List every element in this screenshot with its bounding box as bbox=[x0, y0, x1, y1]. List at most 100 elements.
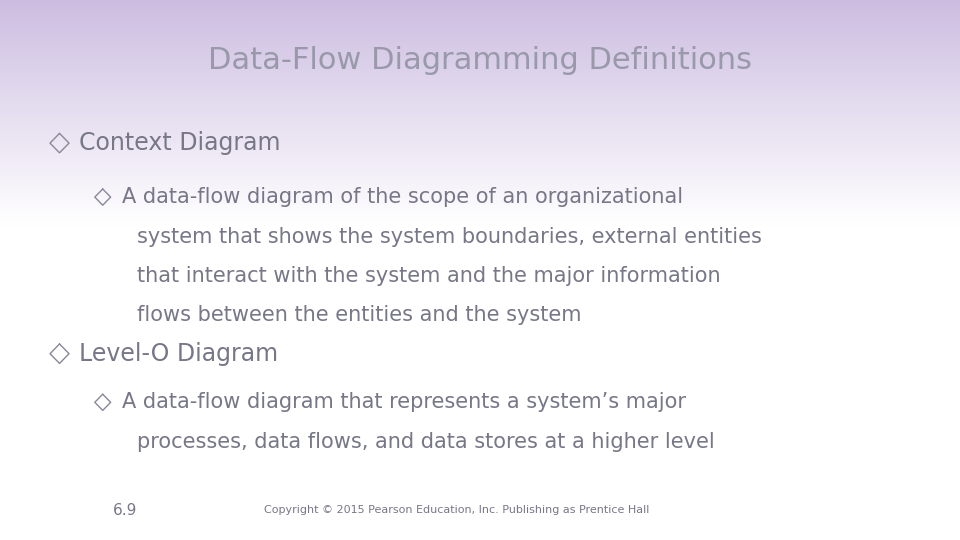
Bar bbox=[0, 99, 960, 100]
Bar bbox=[0, 70, 960, 71]
Bar bbox=[0, 134, 960, 135]
Bar bbox=[0, 38, 960, 40]
Bar bbox=[0, 82, 960, 83]
Bar bbox=[0, 181, 960, 183]
Bar bbox=[0, 89, 960, 90]
Text: flows between the entities and the system: flows between the entities and the syste… bbox=[137, 305, 582, 326]
Bar bbox=[0, 187, 960, 188]
Bar bbox=[0, 56, 960, 57]
Bar bbox=[0, 139, 960, 140]
Bar bbox=[0, 170, 960, 171]
Bar bbox=[0, 112, 960, 113]
Bar bbox=[0, 83, 960, 84]
Bar bbox=[0, 219, 960, 220]
Bar bbox=[0, 217, 960, 218]
Bar bbox=[0, 36, 960, 37]
Bar bbox=[0, 46, 960, 48]
Bar bbox=[0, 221, 960, 222]
Bar bbox=[0, 167, 960, 168]
Bar bbox=[0, 86, 960, 87]
Bar bbox=[0, 33, 960, 34]
Bar bbox=[0, 22, 960, 23]
Bar bbox=[0, 118, 960, 119]
Bar bbox=[0, 106, 960, 108]
Bar bbox=[0, 78, 960, 79]
Bar bbox=[0, 191, 960, 192]
Bar bbox=[0, 158, 960, 159]
Bar bbox=[0, 116, 960, 117]
Bar bbox=[0, 35, 960, 36]
Bar bbox=[0, 84, 960, 85]
Bar bbox=[0, 196, 960, 197]
Bar bbox=[0, 222, 960, 224]
Bar bbox=[0, 9, 960, 10]
Bar bbox=[0, 1, 960, 2]
Bar bbox=[0, 75, 960, 76]
Bar bbox=[0, 28, 960, 30]
Bar bbox=[0, 122, 960, 123]
Bar bbox=[0, 197, 960, 198]
Bar bbox=[0, 4, 960, 5]
Bar bbox=[0, 44, 960, 45]
Bar bbox=[0, 205, 960, 206]
Bar bbox=[0, 53, 960, 55]
Bar bbox=[0, 150, 960, 151]
Bar bbox=[0, 154, 960, 156]
Bar bbox=[0, 148, 960, 150]
Bar bbox=[0, 50, 960, 51]
Bar bbox=[0, 69, 960, 70]
Bar bbox=[0, 129, 960, 131]
Bar bbox=[0, 14, 960, 15]
Bar bbox=[0, 210, 960, 211]
Bar bbox=[0, 161, 960, 162]
Bar bbox=[0, 213, 960, 214]
Bar bbox=[0, 51, 960, 52]
Bar bbox=[0, 26, 960, 27]
Bar bbox=[0, 58, 960, 59]
Bar bbox=[0, 141, 960, 143]
Bar bbox=[0, 135, 960, 136]
Bar bbox=[0, 224, 960, 225]
Bar bbox=[0, 17, 960, 18]
Bar bbox=[0, 174, 960, 176]
Bar bbox=[0, 137, 960, 138]
Text: A data-flow diagram that represents a system’s major: A data-flow diagram that represents a sy… bbox=[122, 392, 685, 413]
Bar bbox=[0, 67, 960, 68]
Bar bbox=[0, 153, 960, 154]
Bar bbox=[0, 32, 960, 33]
Bar bbox=[0, 60, 960, 61]
Bar bbox=[0, 64, 960, 65]
Bar bbox=[0, 178, 960, 179]
Bar bbox=[0, 128, 960, 129]
Bar bbox=[0, 11, 960, 12]
Bar bbox=[0, 37, 960, 38]
Bar bbox=[0, 103, 960, 104]
Bar bbox=[0, 179, 960, 180]
Bar bbox=[0, 62, 960, 64]
Bar bbox=[0, 52, 960, 53]
Bar bbox=[0, 185, 960, 186]
Bar bbox=[0, 74, 960, 75]
Bar bbox=[0, 157, 960, 158]
Bar bbox=[0, 102, 960, 103]
Bar bbox=[0, 172, 960, 173]
Bar bbox=[0, 49, 960, 50]
Bar bbox=[0, 91, 960, 92]
Bar bbox=[0, 195, 960, 196]
Bar bbox=[0, 27, 960, 28]
Bar bbox=[0, 96, 960, 98]
Text: A data-flow diagram of the scope of an organizational: A data-flow diagram of the scope of an o… bbox=[122, 187, 684, 207]
Bar bbox=[0, 107, 960, 109]
Bar bbox=[0, 114, 960, 116]
Bar bbox=[0, 190, 960, 191]
Bar bbox=[0, 110, 960, 111]
Bar bbox=[0, 156, 960, 157]
Bar bbox=[0, 184, 960, 185]
Bar bbox=[0, 41, 960, 42]
Bar bbox=[0, 113, 960, 114]
Bar bbox=[0, 19, 960, 21]
Bar bbox=[0, 55, 960, 56]
Bar bbox=[0, 3, 960, 4]
Bar bbox=[0, 131, 960, 132]
Bar bbox=[0, 147, 960, 149]
